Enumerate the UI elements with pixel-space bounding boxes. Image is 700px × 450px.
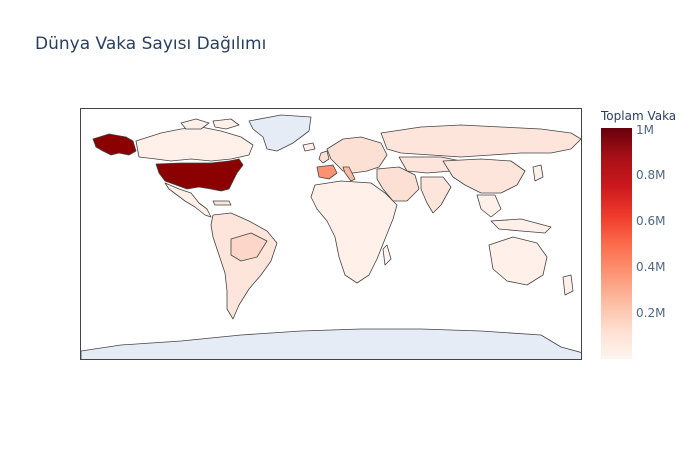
colorbar-tick: 0.2M <box>636 306 666 320</box>
region-canada <box>135 126 254 162</box>
region-spain <box>316 164 338 180</box>
region-mexico <box>164 182 212 218</box>
colorbar <box>601 128 632 359</box>
region-china <box>442 158 526 194</box>
colorbar-tick: 0.4M <box>636 260 666 274</box>
colorbar-title: Toplam Vaka <box>601 109 677 123</box>
region-africa <box>310 180 398 284</box>
colorbar-tick: 0.6M <box>636 214 666 228</box>
region-australia <box>488 236 548 286</box>
region-greenland <box>248 114 312 152</box>
colorbar-tick: 0.8M <box>636 168 666 182</box>
region-south-america <box>210 212 278 320</box>
region-italy <box>342 166 356 182</box>
region-russia <box>380 124 581 158</box>
region-usa <box>155 158 244 192</box>
world-map[interactable] <box>80 108 582 360</box>
colorbar-tick: 1M <box>636 123 654 137</box>
region-alaska <box>92 133 137 156</box>
chart-title: Dünya Vaka Sayısı Dağılımı <box>35 34 267 54</box>
region-europe <box>326 136 388 174</box>
region-antarctica <box>81 328 581 359</box>
